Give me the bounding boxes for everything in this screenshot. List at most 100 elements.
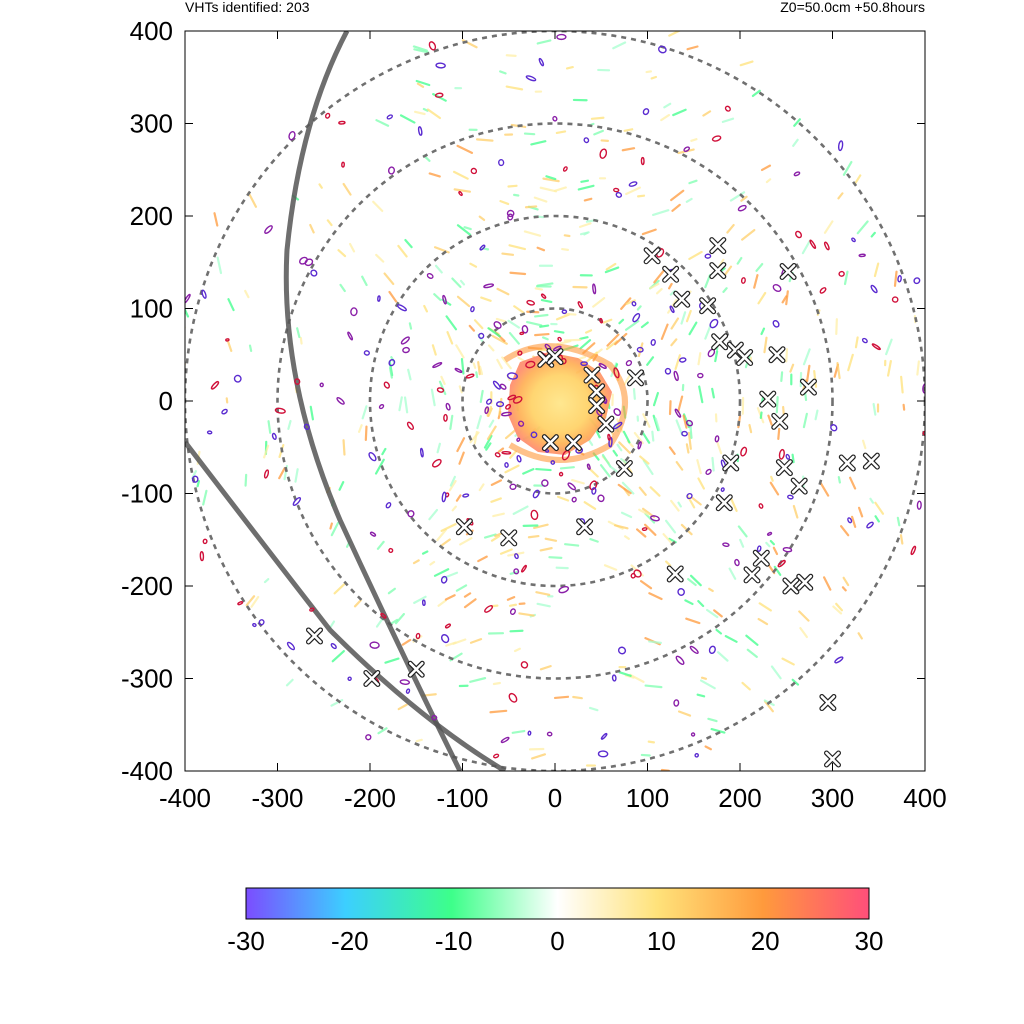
field-streak bbox=[618, 671, 632, 677]
field-streak bbox=[213, 212, 219, 227]
field-streak bbox=[697, 600, 705, 608]
vht-marker-fill bbox=[753, 550, 769, 566]
field-streak bbox=[263, 444, 270, 459]
contour-loop bbox=[683, 146, 690, 153]
field-streak bbox=[759, 411, 763, 420]
contour-loop bbox=[304, 258, 314, 267]
field-streak bbox=[492, 681, 501, 686]
field-streak bbox=[518, 612, 535, 617]
field-streak bbox=[671, 203, 681, 212]
field-streak bbox=[428, 508, 439, 521]
field-streak bbox=[858, 506, 864, 518]
y-tick-label: 0 bbox=[159, 386, 173, 416]
field-streak bbox=[697, 352, 702, 366]
field-streak bbox=[564, 543, 580, 547]
contour-loop bbox=[263, 469, 270, 479]
field-streak bbox=[227, 298, 235, 312]
track-line-lower bbox=[185, 440, 507, 771]
contour-loop bbox=[675, 655, 685, 665]
field-streak bbox=[421, 550, 429, 555]
field-streak bbox=[624, 320, 640, 331]
field-streak bbox=[802, 412, 808, 429]
contour-loop bbox=[598, 363, 607, 369]
contour-loop bbox=[309, 607, 315, 612]
contour-loop bbox=[824, 241, 830, 251]
field-streak bbox=[672, 108, 687, 117]
field-streak bbox=[638, 486, 647, 496]
contour-loop bbox=[506, 372, 518, 380]
field-streak bbox=[388, 366, 393, 379]
field-streak bbox=[387, 587, 397, 595]
field-streak bbox=[714, 350, 719, 363]
field-streak bbox=[696, 693, 706, 698]
field-streak bbox=[642, 413, 651, 428]
field-streak bbox=[407, 368, 412, 381]
field-streak bbox=[361, 275, 368, 287]
contour-loop bbox=[445, 402, 451, 411]
contour-loop bbox=[711, 135, 722, 142]
field-streak bbox=[434, 246, 450, 254]
field-streak bbox=[508, 244, 527, 251]
field-streak bbox=[527, 534, 540, 539]
vht-marker bbox=[709, 262, 727, 280]
field-streak bbox=[741, 228, 756, 241]
field-streak bbox=[478, 215, 486, 222]
field-streak bbox=[685, 197, 693, 203]
field-streak bbox=[842, 576, 850, 587]
field-streak bbox=[772, 546, 779, 556]
field-streak bbox=[622, 430, 631, 444]
field-streak bbox=[508, 331, 520, 345]
field-streak bbox=[729, 191, 746, 202]
field-streak bbox=[388, 290, 398, 303]
field-streak bbox=[699, 679, 716, 690]
contour-loop bbox=[206, 430, 213, 435]
contour-loop bbox=[506, 209, 515, 218]
contour-loop bbox=[724, 105, 731, 112]
field-streak bbox=[708, 587, 714, 593]
field-streak bbox=[429, 560, 436, 566]
vht-marker-fill bbox=[769, 347, 785, 363]
y-tick-label: -400 bbox=[121, 756, 173, 786]
x-tick-label: 0 bbox=[548, 783, 562, 813]
contour-loop bbox=[258, 619, 265, 626]
track-lines bbox=[185, 31, 507, 771]
field-streak bbox=[507, 184, 518, 188]
contour-loop bbox=[365, 734, 372, 741]
vht-marker-fill bbox=[628, 370, 643, 386]
field-streak bbox=[700, 676, 708, 680]
contour-loop bbox=[685, 419, 694, 427]
field-streak bbox=[637, 342, 644, 358]
field-streak bbox=[287, 419, 292, 430]
field-streak bbox=[496, 287, 510, 296]
contour-loop bbox=[650, 515, 660, 522]
contour-loop bbox=[508, 692, 518, 703]
field-streak bbox=[872, 402, 877, 416]
field-streak bbox=[376, 540, 385, 550]
vht-marker bbox=[597, 415, 615, 433]
field-streak bbox=[785, 347, 789, 363]
vht-marker bbox=[407, 660, 425, 678]
field-streak bbox=[415, 79, 431, 87]
vht-marker bbox=[662, 265, 680, 283]
range-rings bbox=[185, 31, 925, 771]
vht-marker-fill bbox=[710, 263, 726, 278]
contour-loop bbox=[432, 362, 443, 369]
field-streak bbox=[665, 560, 672, 567]
vht-marker bbox=[643, 247, 661, 265]
contour-loop bbox=[541, 479, 549, 487]
vht-marker-fill bbox=[839, 455, 855, 471]
contour-loop bbox=[681, 430, 688, 437]
field-streak bbox=[499, 70, 507, 75]
x-tick-label: -100 bbox=[436, 783, 488, 813]
field-streak bbox=[665, 519, 677, 534]
field-streak bbox=[490, 479, 503, 486]
field-streak bbox=[263, 578, 270, 584]
contour-loop bbox=[734, 558, 740, 567]
contour-loop bbox=[527, 730, 532, 736]
vht-marker-fill bbox=[667, 566, 683, 582]
field-streak bbox=[697, 477, 705, 490]
field-streak bbox=[338, 481, 345, 491]
contour-loop bbox=[526, 299, 535, 306]
contour-loop bbox=[419, 447, 424, 458]
field-streak bbox=[646, 356, 655, 366]
